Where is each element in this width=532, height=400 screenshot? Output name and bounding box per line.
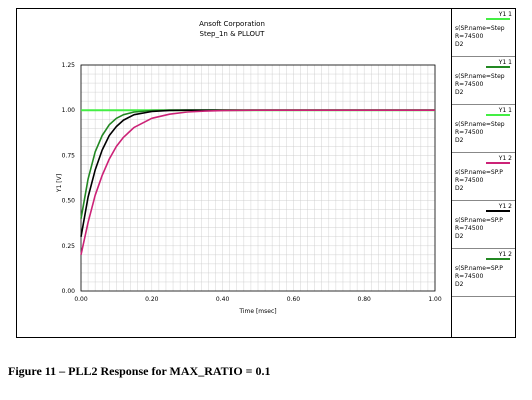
legend-text-line: R=74500 xyxy=(455,129,484,136)
legend-text-line: s(SP.name=SP.P xyxy=(455,169,503,176)
chart-svg: Ansoft Corporation Step_1n & PLLOUT 0.00… xyxy=(56,20,442,315)
y-tick-label: 1.00 xyxy=(62,107,76,114)
chart-figure: Ansoft Corporation Step_1n & PLLOUT 0.00… xyxy=(16,8,516,340)
legend-text-line: s(SP.name=Step xyxy=(455,25,505,32)
grid xyxy=(80,64,436,292)
tick-labels: 0.00 0.20 0.40 0.60 0.80 1.00 0.00 0.25 0.50 0.75… xyxy=(62,62,442,303)
chart-title: Ansoft Corporation xyxy=(199,20,265,28)
legend-text-line: D2 xyxy=(455,89,464,96)
legend-text-line: D2 xyxy=(455,281,464,288)
x-tick-label: 0.60 xyxy=(287,296,301,303)
y-axis-label: Y1 [V] xyxy=(56,174,63,193)
legend-text-line: s(SP.name=SP.P xyxy=(455,265,503,272)
legend-swatch xyxy=(486,258,510,260)
series-line-4 xyxy=(80,109,435,255)
legend-text-line: D2 xyxy=(455,137,464,144)
legend-swatch xyxy=(486,114,510,116)
legend-entry: Y1 2 s(SP.name=SP.P R=74500 D2 xyxy=(452,201,515,249)
figure-caption: Figure 11 – PLL2 Response for MAX_RATIO … xyxy=(8,364,271,378)
legend-entry: Y1 2 s(SP.name=SP.P R=74500 D2 xyxy=(452,249,515,297)
plot-panel: Ansoft Corporation Step_1n & PLLOUT 0.00… xyxy=(16,8,452,338)
legend-entry: Y1 1 s(SP.name=Step R=74500 D2 xyxy=(452,9,515,57)
legend-text-line: s(SP.name=Step xyxy=(455,121,505,128)
series-line-3 xyxy=(80,109,435,237)
y-tick-label: 0.25 xyxy=(62,243,76,250)
legend-entry: Y1 1 s(SP.name=Step R=74500 D2 xyxy=(452,105,515,153)
legend-text-line: D2 xyxy=(455,41,464,48)
legend-header: Y1 1 xyxy=(498,107,512,114)
legend-swatch xyxy=(486,162,510,164)
chart-subtitle: Step_1n & PLLOUT xyxy=(200,30,266,38)
x-axis-label: Time [msec] xyxy=(238,308,276,315)
x-tick-label: 0.80 xyxy=(358,296,372,303)
legend-text-line: R=74500 xyxy=(455,273,484,280)
y-tick-label: 0.50 xyxy=(62,198,76,205)
legend-text-line: R=74500 xyxy=(455,33,484,40)
legend-text-line: R=74500 xyxy=(455,225,484,232)
legend-header: Y1 1 xyxy=(498,59,512,66)
legend-swatch xyxy=(486,210,510,212)
legend-text-line: s(SP.name=Step xyxy=(455,73,505,80)
y-tick-label: 0.75 xyxy=(62,152,76,159)
legend-text-line: D2 xyxy=(455,233,464,240)
legend-header: Y1 1 xyxy=(498,11,512,18)
legend-panel: Y1 1 s(SP.name=Step R=74500 D2 Y1 1 s(SP.name… xyxy=(452,8,516,338)
legend-swatch xyxy=(486,18,510,20)
x-tick-label: 0.00 xyxy=(74,296,88,303)
x-tick-label: 0.20 xyxy=(145,296,159,303)
legend-entry: Y1 2 s(SP.name=SP.P R=74500 D2 xyxy=(452,153,515,201)
legend-text-line: R=74500 xyxy=(455,81,484,88)
legend-header: Y1 2 xyxy=(498,155,512,162)
legend-text-line: R=74500 xyxy=(455,177,484,184)
legend-text-line: D2 xyxy=(455,185,464,192)
y-tick-label: 0.00 xyxy=(62,288,76,295)
series-layer xyxy=(80,109,435,255)
x-tick-label: 1.00 xyxy=(428,296,442,303)
legend-swatch xyxy=(486,66,510,68)
legend-header: Y1 2 xyxy=(498,251,512,258)
legend-header: Y1 2 xyxy=(498,203,512,210)
x-tick-label: 0.40 xyxy=(216,296,230,303)
legend-entry: Y1 1 s(SP.name=Step R=74500 D2 xyxy=(452,57,515,105)
legend-text-line: s(SP.name=SP.P xyxy=(455,217,503,224)
plot-area-frame xyxy=(80,64,436,292)
y-tick-label: 1.25 xyxy=(62,62,76,69)
